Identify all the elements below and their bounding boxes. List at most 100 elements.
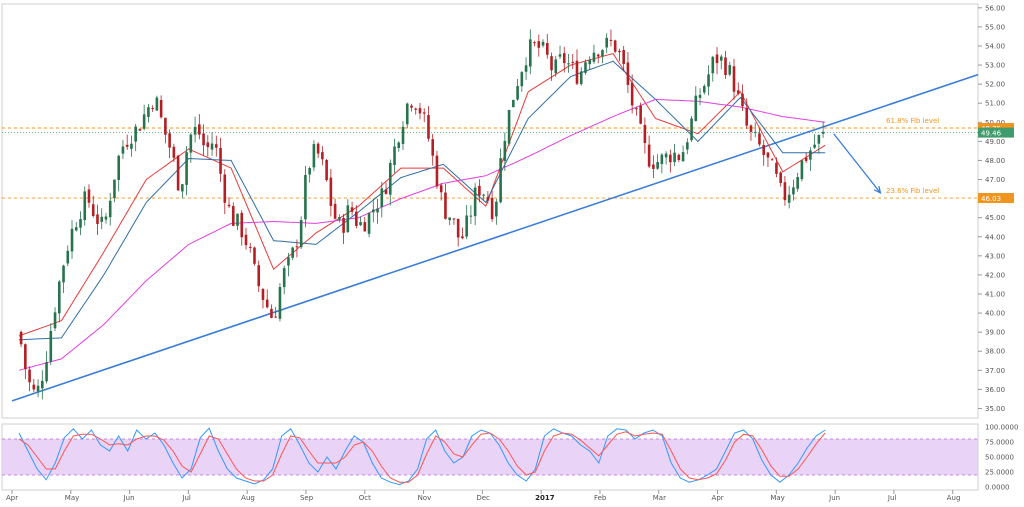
- candle-body: [185, 152, 188, 185]
- candle-body: [87, 189, 91, 203]
- candle-body: [333, 203, 337, 219]
- oscillator-line-stoch_k: [18, 427, 826, 486]
- candle-body: [622, 50, 625, 64]
- candle-body: [711, 56, 715, 74]
- candle-body: [507, 109, 511, 144]
- candle-body: [545, 43, 549, 55]
- candle-body: [49, 330, 53, 362]
- candle-body: [639, 105, 642, 124]
- candle-body: [359, 222, 362, 226]
- candle-body: [164, 117, 167, 135]
- candle-body: [248, 246, 252, 248]
- candle-body: [304, 174, 307, 220]
- candle-body: [596, 54, 600, 57]
- candle-body: [677, 154, 681, 161]
- oscillator-y-tick-label: 75.0000: [985, 439, 1014, 447]
- candle-body: [397, 142, 401, 148]
- projection-arrow-head: [873, 185, 882, 195]
- candle-body: [240, 212, 244, 238]
- candle-body: [176, 155, 180, 191]
- oscillator-band: [2, 439, 978, 475]
- candle-body: [613, 40, 617, 52]
- candle-body: [571, 61, 575, 63]
- candle-body: [554, 59, 558, 74]
- candle-body: [431, 139, 435, 156]
- price-pane: [1, 3, 979, 419]
- candle-body: [669, 154, 672, 163]
- candle-body: [91, 204, 95, 216]
- candle-body: [274, 316, 278, 318]
- x-tick-label: Sep: [300, 494, 314, 502]
- candle-body: [410, 105, 413, 108]
- x-tick-label: Feb: [594, 494, 607, 502]
- x-tick-label: Aug: [241, 494, 255, 502]
- y-tick-label: 47.00: [985, 176, 1005, 184]
- candle-body: [465, 215, 468, 237]
- candle-body: [134, 126, 137, 142]
- candle-body: [562, 53, 566, 64]
- candle-body: [142, 114, 146, 129]
- x-tick-label: Apr: [6, 494, 18, 502]
- candle-body: [261, 288, 265, 300]
- candle-body: [601, 50, 604, 57]
- candle-body: [172, 146, 176, 158]
- candle-body: [461, 236, 464, 239]
- fib-price-tag: [978, 193, 1014, 204]
- candle-body: [219, 148, 222, 174]
- candle-body: [278, 287, 282, 319]
- candle-body: [53, 312, 57, 329]
- x-tick-label: May: [65, 494, 79, 502]
- trendline: [11, 73, 979, 402]
- candle-body: [253, 247, 256, 264]
- candle-body: [244, 234, 248, 246]
- candle-body: [715, 54, 719, 64]
- candle-body: [486, 197, 490, 201]
- candle-body: [813, 144, 816, 148]
- candle-body: [57, 281, 61, 314]
- candle-body: [821, 131, 825, 134]
- candle-body: [198, 124, 201, 135]
- candle-body: [524, 65, 528, 72]
- candle-body: [308, 167, 311, 175]
- candle-body: [792, 187, 795, 195]
- candle-body: [117, 155, 120, 180]
- candle-body: [448, 217, 451, 221]
- y-tick-label: 41.00: [985, 290, 1005, 298]
- candle-body: [214, 144, 218, 148]
- candle-body: [24, 344, 27, 370]
- candle-body: [121, 146, 125, 154]
- candle-body: [130, 143, 133, 149]
- x-tick-label: Jul: [181, 494, 191, 502]
- y-tick-label: 54.00: [985, 42, 1005, 50]
- x-tick-label: 2017: [535, 494, 555, 502]
- candle-body: [537, 41, 541, 48]
- y-tick-label: 44.00: [985, 233, 1005, 241]
- candle-body: [346, 205, 350, 233]
- candle-body: [656, 161, 659, 169]
- candle-body: [380, 188, 384, 208]
- x-tick-label: Dec: [476, 494, 490, 502]
- candle-body: [702, 86, 706, 93]
- candle-body: [159, 99, 163, 118]
- candle-body: [376, 208, 379, 213]
- candle-body: [694, 95, 698, 121]
- candle-body: [316, 143, 320, 154]
- candle-body: [643, 124, 647, 143]
- candle-body: [495, 201, 498, 217]
- candle-body: [384, 189, 388, 194]
- candle-body: [435, 155, 439, 187]
- candle-body: [456, 218, 460, 238]
- y-tick-label: 45.00: [985, 214, 1005, 222]
- candle-body: [690, 118, 693, 141]
- candle-body: [202, 133, 205, 146]
- x-tick-label: Apr: [712, 494, 724, 502]
- y-tick-label: 48.00: [985, 157, 1005, 165]
- x-tick-label: May: [770, 494, 784, 502]
- candle-body: [321, 152, 324, 160]
- candle-body: [113, 179, 116, 199]
- candle-body: [575, 60, 579, 84]
- candle-body: [151, 107, 154, 109]
- candle-body: [32, 384, 36, 390]
